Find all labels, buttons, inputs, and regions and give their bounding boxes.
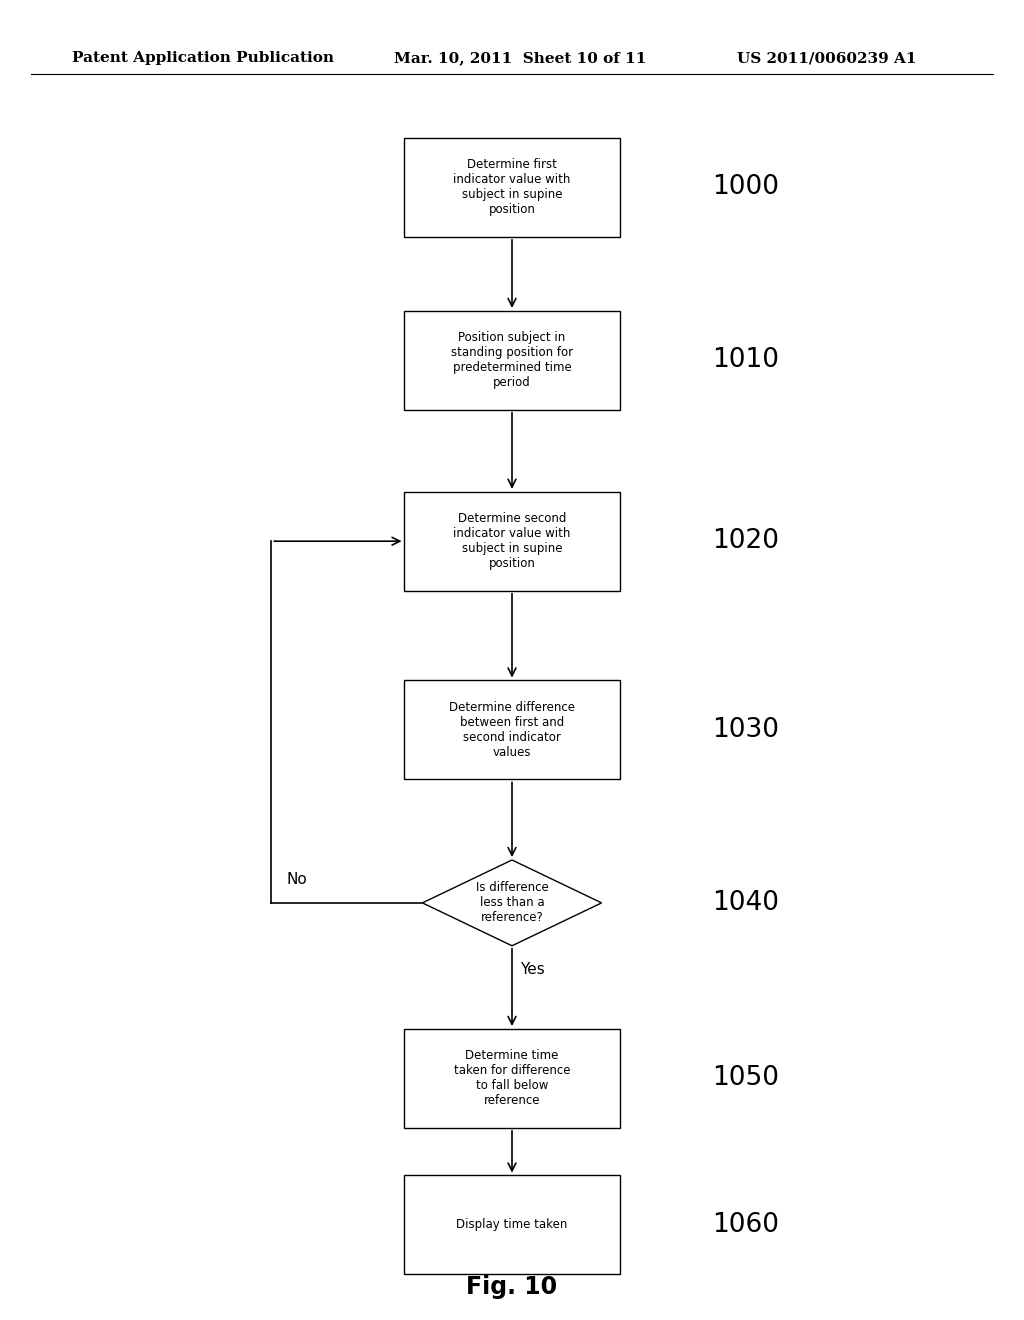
Text: Mar. 10, 2011  Sheet 10 of 11: Mar. 10, 2011 Sheet 10 of 11 (394, 51, 646, 65)
Text: Determine first
indicator value with
subject in supine
position: Determine first indicator value with sub… (454, 158, 570, 216)
Text: 1050: 1050 (712, 1065, 778, 1092)
Text: Is difference
less than a
reference?: Is difference less than a reference? (475, 882, 549, 924)
Text: 1000: 1000 (712, 174, 778, 201)
Text: Determine second
indicator value with
subject in supine
position: Determine second indicator value with su… (454, 512, 570, 570)
FancyBboxPatch shape (404, 492, 620, 591)
Text: Display time taken: Display time taken (457, 1218, 567, 1232)
Text: Patent Application Publication: Patent Application Publication (72, 51, 334, 65)
Text: Fig. 10: Fig. 10 (467, 1275, 557, 1299)
Text: 1030: 1030 (712, 717, 778, 743)
Text: US 2011/0060239 A1: US 2011/0060239 A1 (737, 51, 916, 65)
Text: 1010: 1010 (712, 347, 778, 374)
FancyBboxPatch shape (404, 1030, 620, 1127)
Text: No: No (287, 873, 307, 887)
Text: Determine difference
between first and
second indicator
values: Determine difference between first and s… (449, 701, 575, 759)
FancyBboxPatch shape (404, 1175, 620, 1275)
Text: Position subject in
standing position for
predetermined time
period: Position subject in standing position fo… (451, 331, 573, 389)
Text: 1020: 1020 (712, 528, 778, 554)
FancyBboxPatch shape (404, 139, 620, 238)
Text: Determine time
taken for difference
to fall below
reference: Determine time taken for difference to f… (454, 1049, 570, 1107)
FancyBboxPatch shape (404, 681, 620, 779)
Text: 1040: 1040 (712, 890, 778, 916)
Polygon shape (422, 861, 602, 945)
Text: Yes: Yes (520, 961, 545, 977)
Text: 1060: 1060 (712, 1212, 778, 1238)
FancyBboxPatch shape (404, 312, 620, 409)
